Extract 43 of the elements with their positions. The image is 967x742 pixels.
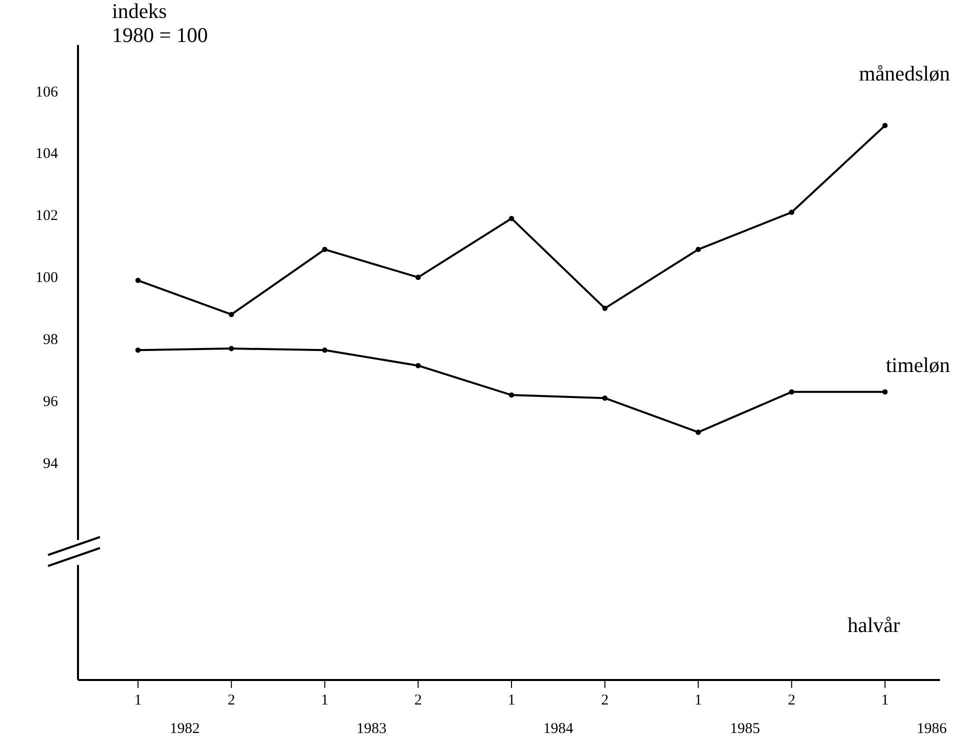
x-tick-label: 2 [228,692,236,709]
y-tick-label: 94 [43,456,58,472]
x-tick-label: 1 [881,692,889,709]
y-tick-label: 100 [36,270,58,286]
x-axis-title: halvår [848,613,900,637]
y-tick-label: 98 [43,332,58,348]
x-tick-label: 2 [414,692,422,709]
point [135,278,141,284]
point [415,274,421,280]
point [322,347,328,353]
point [228,312,234,318]
text: 1983 [356,721,386,737]
y-tick-label: 106 [36,84,58,100]
point [508,392,514,398]
x-tick-label: 2 [601,692,609,709]
text: 1982 [170,721,200,737]
y-tick-label: 102 [36,208,58,224]
text: månedsløn [859,62,950,86]
point [696,246,701,252]
point [135,347,141,353]
point [602,395,608,401]
y-tick-label: 104 [36,146,58,162]
point [696,430,701,435]
point [322,246,328,252]
x-tick-label: 1 [694,692,702,709]
point [602,306,608,311]
point [882,122,888,128]
y-tick-label: 96 [43,394,58,410]
text: 1986 [916,721,948,737]
point [788,389,794,395]
text: 1985 [730,721,760,737]
point [415,362,421,368]
x-tick-label: 1 [321,692,328,709]
point [788,210,794,215]
point [882,389,888,395]
point [508,216,514,222]
series-label: timeløn [886,352,950,377]
x-tick-label: 1 [134,692,142,709]
text: 1984 [543,721,574,737]
x-tick-label: 2 [788,692,796,709]
y-axis-title: indeks 1980 = 100 [112,0,208,47]
x-tick-label: 1 [508,692,516,709]
point [228,346,234,352]
